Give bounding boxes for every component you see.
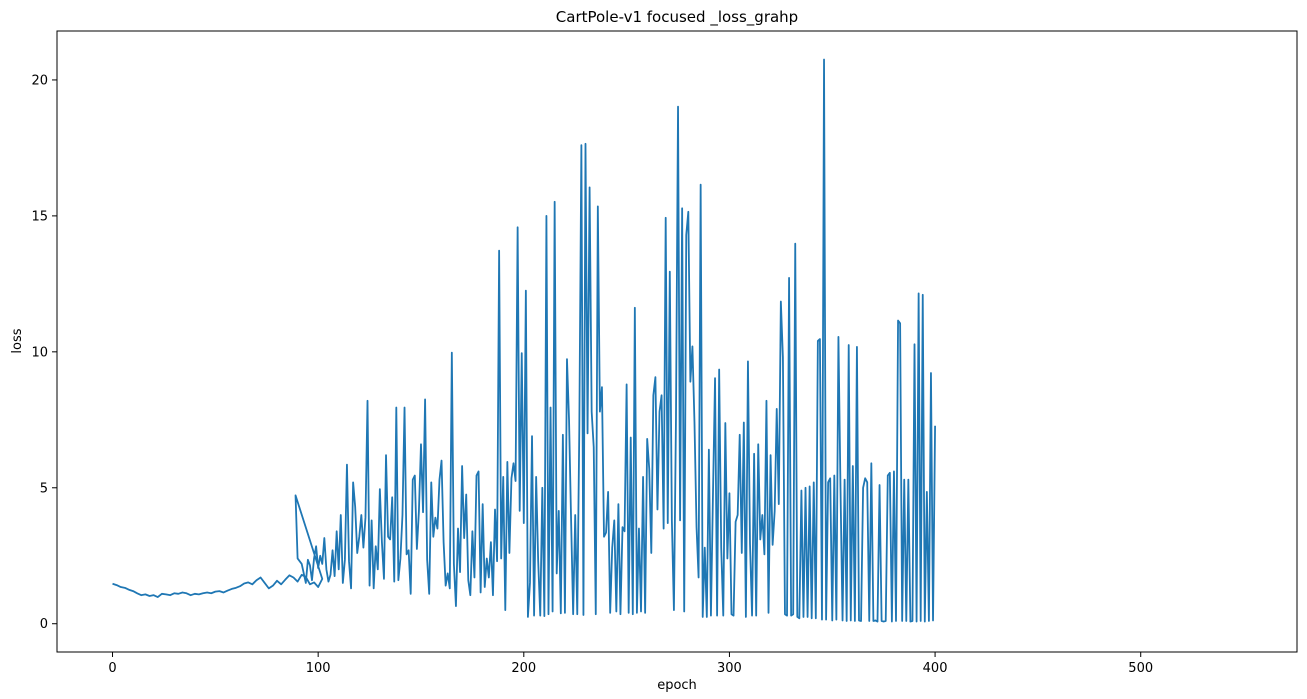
y-axis: 0 5 10 15 20 [31, 73, 57, 632]
x-axis: 0 100 200 300 400 500 [108, 652, 1153, 676]
x-tick-label: 100 [306, 661, 331, 676]
chart-title: CartPole-v1 focused _loss_grahp [556, 8, 798, 27]
x-tick-label: 200 [511, 661, 536, 676]
x-tick-label: 500 [1128, 661, 1153, 676]
x-axis-label: epoch [657, 678, 697, 693]
y-tick-label: 20 [31, 73, 48, 88]
y-tick-label: 15 [31, 209, 48, 224]
x-tick-label: 400 [923, 661, 948, 676]
x-tick-label: 0 [108, 661, 116, 676]
plot-area [112, 58, 936, 623]
x-tick-label: 300 [717, 661, 742, 676]
loss-series-line [112, 58, 936, 623]
y-axis-label: loss [10, 328, 25, 353]
y-tick-label: 0 [40, 617, 48, 632]
y-tick-label: 5 [40, 481, 48, 496]
y-tick-label: 10 [31, 345, 48, 360]
axes-frame [56, 30, 1298, 653]
